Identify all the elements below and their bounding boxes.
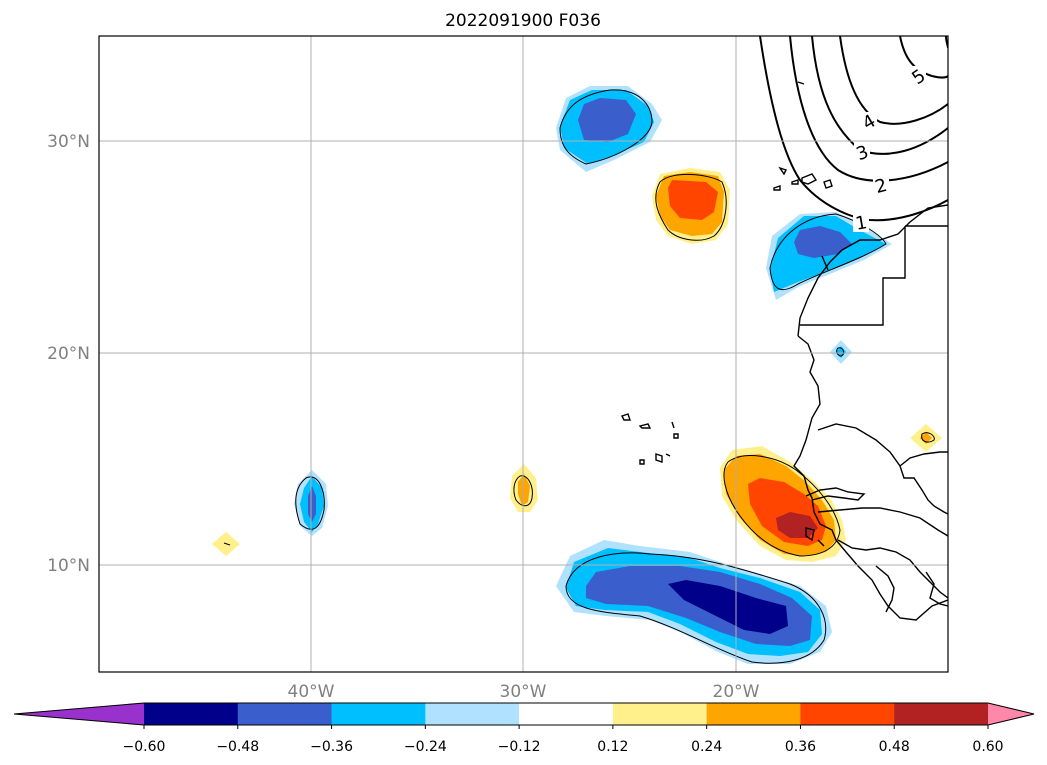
colorbar-segment — [331, 703, 426, 725]
contour-label: 2 — [873, 175, 889, 198]
colorbar-extend-high — [988, 703, 1034, 725]
lat-labels: 30°N 20°N 10°N — [47, 132, 90, 576]
colorbar-segment — [612, 703, 708, 725]
lat-label-10n: 10°N — [47, 556, 90, 576]
contour-labels: 1 2 3 4 5 — [853, 65, 930, 235]
colorbar-ticks: −0.60 −0.48 −0.36 −0.24 −0.12 0.12 0.24 0.36 0.4… — [123, 725, 1004, 755]
colorbar-segment — [144, 703, 239, 725]
colorbar-tick-label: 0.60 — [972, 739, 1003, 755]
anomaly-outline-contours — [223, 89, 935, 664]
anomaly-p1 — [652, 168, 730, 244]
lon-label-40w: 40°W — [288, 682, 335, 702]
anomaly-n4 — [556, 540, 832, 664]
colorbar-segments — [14, 703, 1034, 725]
colorbar: −0.60 −0.48 −0.36 −0.24 −0.12 0.12 0.24 0.36 0.4… — [13, 702, 1035, 755]
lon-labels: 40°W 30°W 20°W — [288, 682, 760, 702]
lat-label-20n: 20°N — [47, 344, 90, 364]
colorbar-segment — [237, 703, 333, 725]
coastlines — [793, 204, 948, 621]
colorbar-segment — [425, 703, 520, 725]
map-area: 1 2 3 4 5 — [99, 36, 948, 672]
gridlines — [99, 36, 948, 672]
colorbar-tick-label: 0.24 — [691, 739, 722, 755]
colorbar-tick-label: −0.36 — [310, 739, 353, 755]
colorbar-segment — [706, 703, 801, 725]
anomaly-n1 — [556, 86, 662, 172]
colorbar-segment — [894, 703, 989, 725]
colorbar-tick-label: −0.12 — [498, 739, 541, 755]
map-frame — [98, 35, 949, 673]
colorbar-tick-label: 0.48 — [879, 739, 910, 755]
contour-label: 1 — [854, 212, 869, 235]
anomaly-p5 — [910, 424, 942, 452]
lon-label-30w: 30°W — [500, 682, 547, 702]
colorbar-tick-label: −0.48 — [216, 739, 259, 755]
anomaly-n2 — [766, 212, 892, 300]
islands — [621, 81, 833, 547]
lat-label-30n: 30°N — [47, 132, 90, 152]
chart-title: 2022091900 F036 — [445, 11, 601, 31]
colorbar-tick-label: 0.12 — [597, 739, 628, 755]
colorbar-tick-label: 0.36 — [785, 739, 816, 755]
colorbar-extend-low — [14, 703, 144, 725]
colorbar-segment — [519, 703, 614, 725]
lon-label-20w: 20°W — [713, 682, 760, 702]
anomaly-fills — [212, 86, 942, 664]
colorbar-segment — [800, 703, 895, 725]
colorbar-tick-label: −0.60 — [123, 739, 166, 755]
colorbar-tick-label: −0.24 — [404, 739, 447, 755]
